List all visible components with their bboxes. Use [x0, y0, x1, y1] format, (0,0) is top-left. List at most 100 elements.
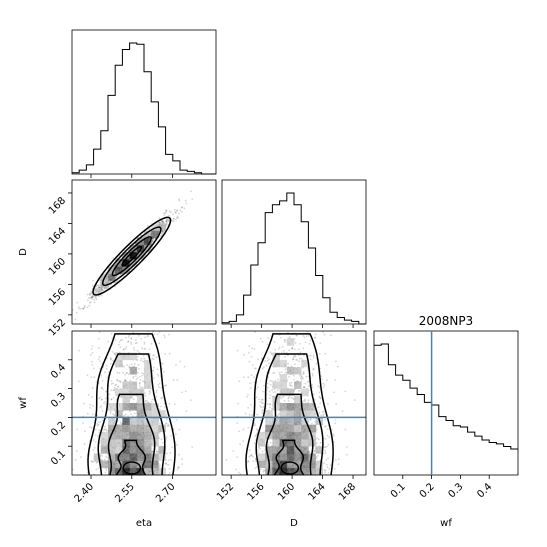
scatter-point-eta-wf	[158, 465, 161, 468]
scatter-point-eta-wf	[141, 380, 144, 383]
scatter-point-d-wf	[269, 441, 272, 444]
scatter-point-eta-wf	[101, 454, 103, 457]
scatter-point-eta-wf	[78, 349, 81, 352]
scatter-point-eta-wf	[102, 388, 104, 391]
scatter-point-d-wf	[318, 353, 321, 355]
scatter-point-d-wf	[314, 337, 316, 339]
scatter-point-eta-d	[91, 295, 94, 298]
scatter-point-d-wf	[327, 443, 330, 446]
scatter-point-d-wf	[254, 467, 257, 470]
scatter-point-eta-d	[177, 217, 180, 220]
scatter-point-d-wf	[288, 382, 291, 384]
scatter-point-eta-wf	[93, 446, 96, 449]
scatter-point-d-wf	[287, 397, 289, 400]
scatter-point-eta-wf	[144, 336, 147, 339]
scatter-point-eta-d	[102, 289, 104, 292]
scatter-point-eta-wf	[113, 352, 116, 355]
scatter-point-eta-wf	[151, 398, 154, 401]
scatter-point-eta-wf	[161, 362, 164, 365]
scatter-point-eta-wf	[151, 450, 154, 453]
density-cell-eta-wf	[144, 460, 152, 469]
scatter-point-eta-d	[165, 209, 168, 212]
scatter-point-eta-wf	[90, 348, 93, 350]
scatter-point-eta-wf	[127, 340, 130, 343]
scatter-point-eta-wf	[129, 410, 131, 413]
scatter-point-d-wf	[257, 451, 259, 454]
scatter-point-eta-wf	[155, 395, 158, 398]
scatter-point-eta-wf	[158, 382, 161, 385]
scatter-point-eta-d	[146, 224, 149, 227]
scatter-point-d-wf	[255, 466, 258, 468]
density-cell-eta-wf	[108, 467, 116, 476]
scatter-point-d-wf	[314, 336, 316, 339]
scatter-point-d-wf	[235, 468, 238, 471]
scatter-point-eta-wf	[131, 365, 134, 368]
density-cell-eta-wf	[129, 367, 138, 375]
scatter-point-d-wf	[330, 428, 333, 431]
scatter-point-eta-wf	[119, 396, 122, 398]
scatter-point-eta-wf	[129, 379, 132, 382]
scatter-point-eta-wf	[141, 347, 143, 350]
scatter-point-d-wf	[297, 348, 300, 351]
density-cell-eta-wf	[129, 352, 138, 361]
density-cell-eta-wf	[129, 417, 138, 425]
scatter-point-eta-wf	[91, 352, 94, 354]
scatter-point-eta-wf	[98, 347, 100, 350]
scatter-point-eta-wf	[118, 341, 121, 343]
scatter-point-eta-wf	[142, 360, 144, 363]
scatter-point-d-wf	[326, 434, 329, 437]
scatter-point-eta-wf	[120, 339, 122, 342]
scatter-point-d-wf	[232, 450, 235, 452]
scatter-point-eta-d	[116, 279, 119, 282]
scatter-point-d-wf	[320, 378, 323, 381]
scatter-point-eta-d	[152, 238, 155, 241]
scatter-point-d-wf	[299, 390, 301, 392]
scatter-point-eta-wf	[106, 357, 108, 360]
scatter-point-eta-d	[91, 298, 93, 300]
scatter-point-d-wf	[305, 375, 308, 378]
density-cell-eta-d	[122, 252, 130, 260]
scatter-point-eta-wf	[168, 352, 171, 355]
scatter-point-eta-wf	[152, 354, 155, 357]
scatter-point-d-wf	[259, 419, 262, 422]
scatter-point-eta-d	[162, 221, 164, 224]
scatter-point-d-wf	[283, 399, 286, 402]
scatter-point-eta-d	[119, 273, 122, 276]
scatter-point-eta-wf	[181, 391, 183, 394]
scatter-point-eta-wf	[133, 349, 136, 352]
contour-eta-d	[101, 226, 162, 287]
scatter-point-d-wf	[323, 384, 326, 387]
scatter-point-eta-wf	[158, 331, 161, 333]
scatter-point-d-wf	[254, 331, 257, 333]
density-cell-eta-wf	[115, 424, 123, 433]
scatter-point-d-wf	[293, 378, 295, 381]
scatter-point-eta-wf	[156, 333, 159, 335]
scatter-point-eta-d	[163, 212, 165, 215]
scatter-point-d-wf	[280, 351, 283, 354]
scatter-point-eta-d	[115, 275, 118, 278]
scatter-point-d-wf	[293, 348, 296, 351]
scatter-point-eta-wf	[75, 450, 78, 452]
scatter-point-d-wf	[322, 414, 325, 417]
scatter-point-eta-wf	[109, 412, 112, 414]
scatter-point-d-wf	[261, 410, 264, 412]
scatter-point-d-wf	[247, 426, 250, 429]
scatter-point-eta-wf	[141, 372, 143, 375]
scatter-point-eta-d	[158, 217, 161, 220]
density-cell-eta-d	[115, 266, 123, 274]
scatter-point-d-wf	[345, 446, 348, 448]
scatter-point-eta-wf	[113, 414, 116, 417]
scatter-point-d-wf	[326, 379, 328, 381]
density-cell-eta-wf	[136, 395, 145, 404]
scatter-point-eta-wf	[131, 396, 134, 399]
scatter-point-eta-d	[174, 211, 177, 214]
scatter-point-eta-wf	[90, 460, 93, 463]
scatter-point-eta-wf	[183, 365, 186, 368]
scatter-point-eta-wf	[112, 413, 114, 415]
scatter-point-eta-d	[165, 220, 168, 223]
scatter-point-eta-wf	[142, 355, 145, 357]
scatter-point-eta-wf	[92, 449, 95, 451]
scatter-point-eta-wf	[117, 385, 120, 388]
scatter-point-d-wf	[303, 336, 306, 339]
scatter-point-d-wf	[307, 375, 310, 378]
